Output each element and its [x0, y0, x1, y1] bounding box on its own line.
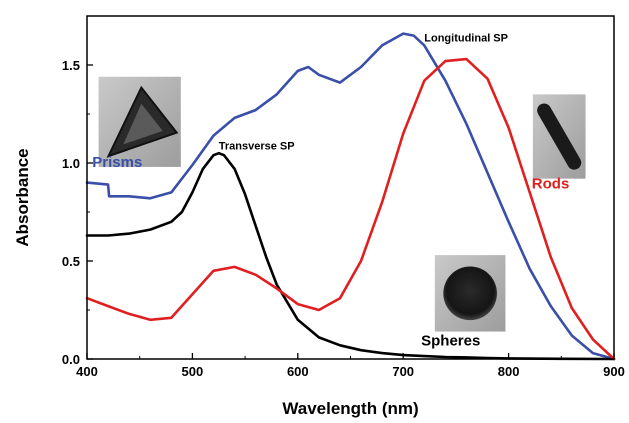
- longitudinal-sp-line: [85, 57, 616, 361]
- y-tick-label: 0.0: [62, 352, 80, 367]
- x-tick-label: 800: [498, 364, 520, 379]
- annotations: Transverse SP Longitudinal SP Prisms Rods Sp…: [92, 32, 569, 349]
- series-lines: [85, 32, 616, 361]
- prisms-label: Prisms: [92, 154, 142, 171]
- x-tick-label: 700: [392, 364, 414, 379]
- transverse-sp-line: [85, 151, 616, 361]
- rod-shape: [537, 103, 582, 170]
- sphere-image: [434, 255, 506, 332]
- x-tick-label: 500: [182, 364, 204, 379]
- rods-label: Rods: [532, 175, 570, 192]
- inset-images: [98, 76, 586, 332]
- rod-image: [532, 94, 586, 179]
- y-tick-label: 1.5: [62, 58, 80, 73]
- x-tick-label: 600: [287, 364, 309, 379]
- sphere-shape: [443, 266, 497, 321]
- spheres-label: Spheres: [421, 332, 480, 349]
- x-tick-label: 400: [76, 364, 98, 379]
- x-axis-label: Wavelength (nm): [282, 399, 418, 418]
- y-axis-label: Absorbance: [13, 148, 32, 246]
- longitudinal-sp-label: Longitudinal SP: [424, 32, 508, 44]
- y-tick-label: 1.0: [62, 156, 80, 171]
- transverse-sp-label: Transverse SP: [219, 140, 295, 152]
- prism-image: [98, 76, 181, 167]
- prism-highlight: [123, 103, 163, 145]
- axis-ticks: 400 500 600 700 800 900 0.0 0.5 1.0 1.5: [62, 58, 625, 379]
- prisms-line: [85, 32, 616, 361]
- y-tick-label: 0.5: [62, 254, 80, 269]
- x-tick-label: 900: [603, 364, 625, 379]
